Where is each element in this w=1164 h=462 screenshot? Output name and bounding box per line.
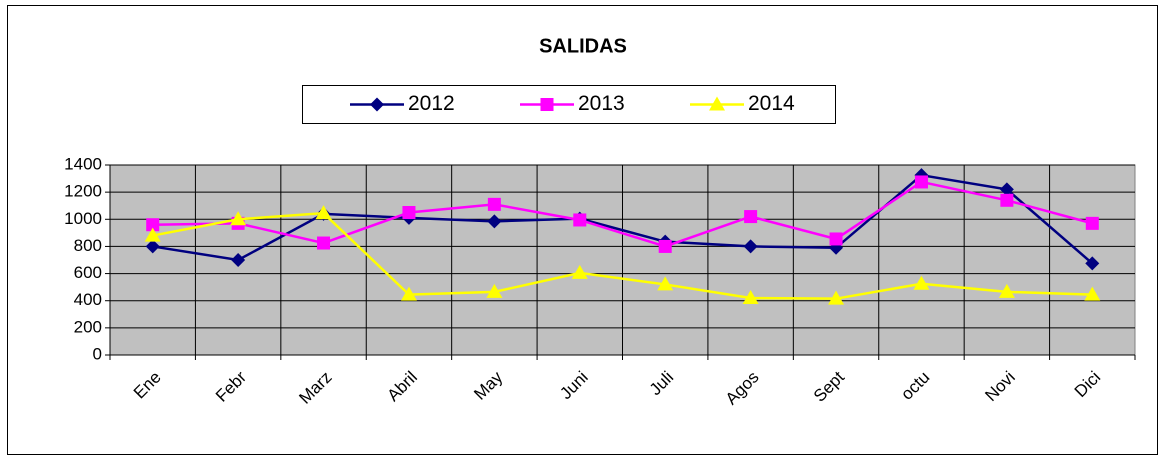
- marker: [744, 210, 758, 224]
- marker: [230, 211, 247, 226]
- marker: [370, 97, 384, 112]
- marker: [487, 214, 502, 229]
- legend-label: 2012: [408, 92, 455, 115]
- marker: [402, 206, 416, 219]
- marker: [999, 182, 1014, 197]
- marker: [400, 286, 417, 301]
- marker: [828, 290, 845, 305]
- marker: [742, 290, 759, 304]
- marker: [1084, 286, 1101, 301]
- marker: [573, 213, 587, 227]
- marker: [486, 283, 503, 298]
- marker: [709, 96, 725, 111]
- marker: [1085, 256, 1100, 271]
- y-tick-label: 1400: [64, 154, 102, 173]
- y-tick-label: 1000: [64, 209, 102, 228]
- series-line: [152, 173, 1094, 265]
- marker: [144, 227, 161, 242]
- y-tick-label: 800: [74, 236, 102, 255]
- marker: [315, 205, 332, 220]
- marker: [998, 283, 1015, 298]
- y-tick-label: 600: [74, 263, 102, 282]
- marker: [657, 276, 674, 291]
- marker: [145, 239, 160, 254]
- marker: [1000, 193, 1014, 207]
- marker: [487, 197, 501, 211]
- marker: [913, 275, 930, 290]
- marker: [658, 239, 672, 253]
- marker: [540, 98, 554, 111]
- marker: [571, 264, 588, 279]
- y-tick-label: 400: [74, 290, 102, 309]
- marker: [914, 175, 928, 189]
- y-tick-label: 200: [74, 317, 102, 336]
- y-tick-label: 1200: [64, 182, 102, 201]
- marker: [829, 232, 843, 246]
- marker: [146, 218, 160, 232]
- series-line: [152, 180, 1093, 248]
- series-line: [152, 211, 1093, 300]
- marker: [1085, 216, 1099, 230]
- legend-label: 2014: [748, 92, 795, 115]
- marker: [231, 253, 246, 267]
- y-tick-label: 0: [93, 344, 102, 363]
- marker: [317, 236, 331, 250]
- marker: [743, 239, 758, 254]
- legend-label: 2013: [578, 92, 625, 115]
- chart-title: SALIDAS: [539, 35, 627, 57]
